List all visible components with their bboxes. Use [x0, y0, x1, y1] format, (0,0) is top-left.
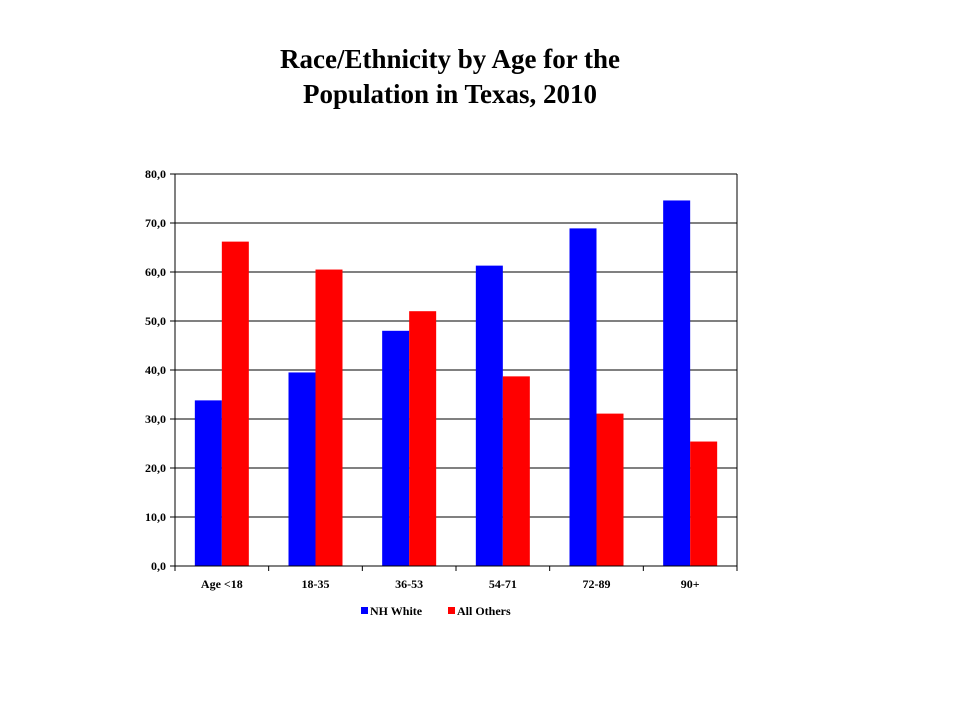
y-tick-label: 60,0: [145, 265, 166, 279]
y-tick-label: 70,0: [145, 216, 166, 230]
bar-nh-white: [475, 265, 503, 566]
x-tick-label: 36-53: [395, 577, 423, 591]
bars: [194, 200, 718, 566]
legend-swatch: [448, 607, 455, 614]
x-tick-label: Age <18: [201, 577, 243, 591]
legend-label: All Others: [457, 604, 511, 618]
x-tick-label: 72-89: [583, 577, 611, 591]
y-tick-label: 30,0: [145, 412, 166, 426]
bar-all-others: [690, 441, 718, 566]
y-tick-label: 80,0: [145, 167, 166, 181]
bar-all-others: [596, 413, 624, 566]
chart-title: Race/Ethnicity by Age for the Population…: [0, 42, 900, 112]
bar-all-others: [502, 376, 530, 566]
gridlines: [175, 173, 737, 567]
chart-title-line-2: Population in Texas, 2010: [302, 79, 598, 109]
x-tick-label: 18-35: [302, 577, 330, 591]
legend: NH White All Others: [361, 604, 511, 618]
bar-all-others: [315, 269, 343, 566]
y-tick-label: 40,0: [145, 363, 166, 377]
bar-nh-white: [382, 330, 410, 566]
bar-nh-white: [569, 228, 597, 566]
bar-all-others: [409, 311, 437, 566]
y-tick-label: 20,0: [145, 461, 166, 475]
bar-nh-white: [288, 372, 316, 566]
y-tick-label: 0,0: [151, 559, 166, 573]
chart-title-line-1: Race/Ethnicity by Age for the: [280, 44, 620, 74]
legend-swatch: [361, 607, 368, 614]
bar-nh-white: [663, 200, 691, 566]
legend-label: NH White: [370, 604, 423, 618]
x-tick-label: 90+: [681, 577, 700, 591]
y-tick-label: 10,0: [145, 510, 166, 524]
bar-nh-white: [194, 400, 222, 566]
y-tick-label: 50,0: [145, 314, 166, 328]
x-tick-label: 54-71: [489, 577, 517, 591]
bar-all-others: [221, 241, 249, 566]
axes: 0,0 10,0 20,0 30,0 40,0 50,0 60,0 70,0 80,0 Age <…: [145, 167, 738, 591]
